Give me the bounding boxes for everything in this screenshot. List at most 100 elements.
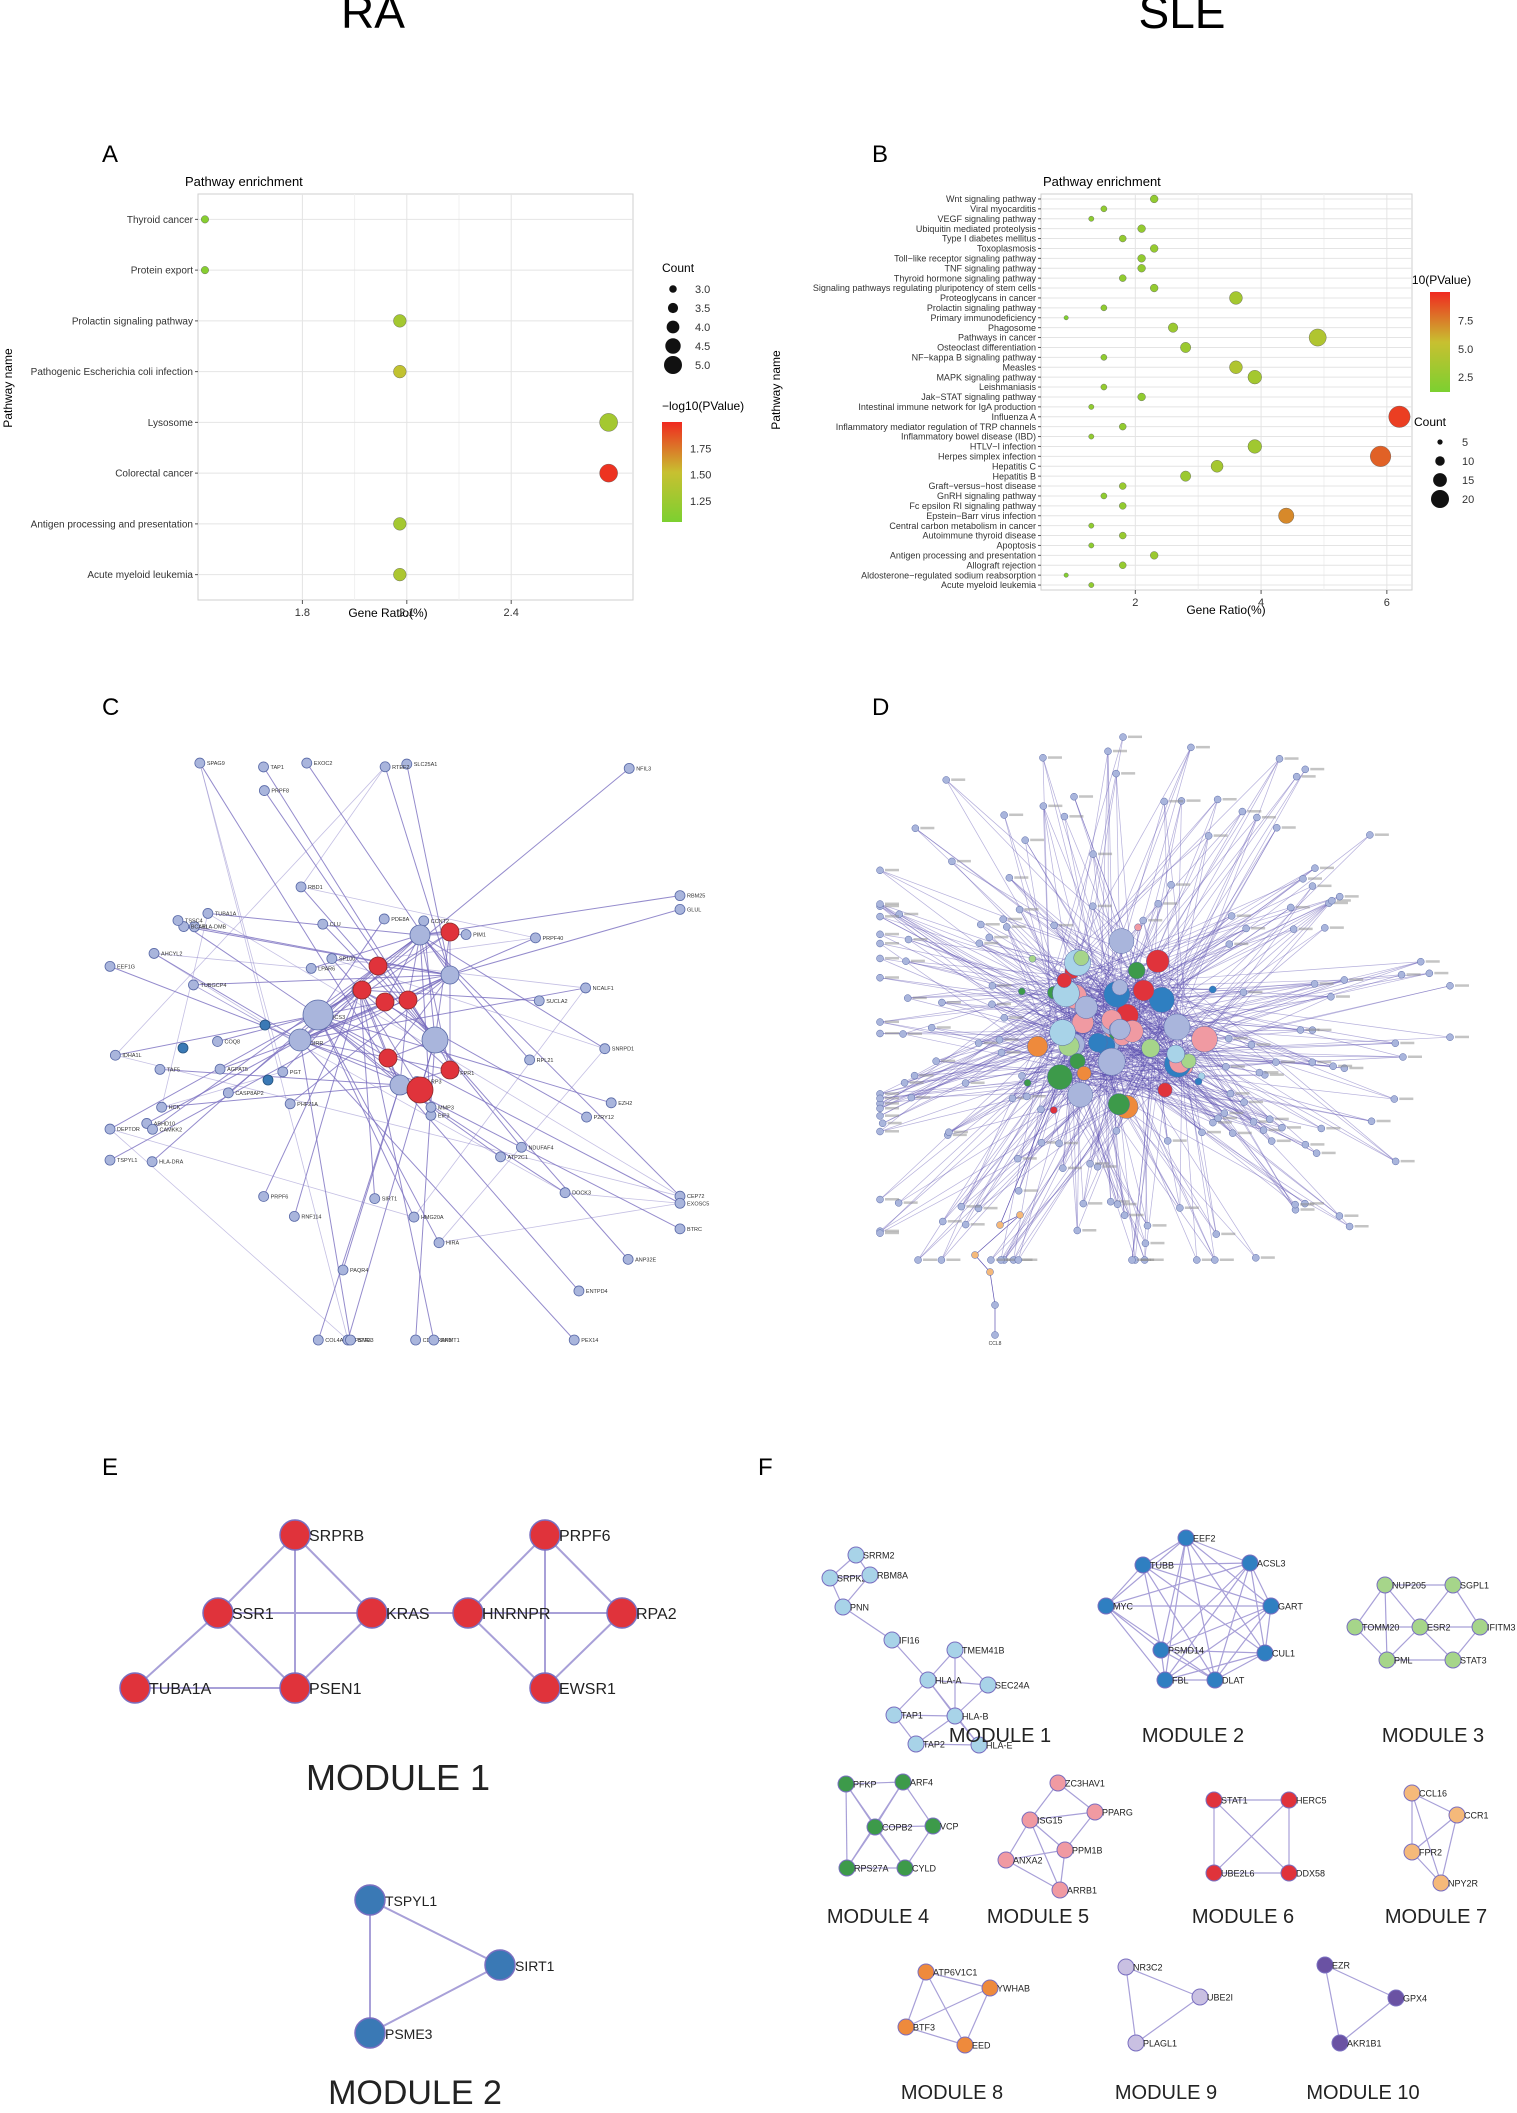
network-node xyxy=(1069,1053,1086,1070)
module-edge xyxy=(544,1612,623,1689)
network-edge xyxy=(1102,1057,1125,1216)
network-node-label xyxy=(1248,990,1263,994)
module-node xyxy=(924,1817,942,1835)
network-edge xyxy=(879,870,1135,1064)
module-node xyxy=(1205,1864,1223,1882)
network-edge xyxy=(1108,989,1213,1082)
y-tick-label: MAPK signaling pathway xyxy=(936,372,1036,382)
network-edge xyxy=(1102,902,1330,1027)
network-node xyxy=(1255,1068,1264,1077)
network-node-label: AGPAT5 xyxy=(227,1067,248,1073)
network-node xyxy=(172,915,184,926)
network-node-label xyxy=(1336,899,1351,902)
y-tick-label: Ubiquitin mediated proteolysis xyxy=(916,224,1037,234)
network-node xyxy=(295,881,307,893)
network-node xyxy=(1073,1226,1082,1235)
y-tick-label: TNF signaling pathway xyxy=(944,263,1036,273)
network-edge xyxy=(1076,1067,1144,1231)
data-point xyxy=(1388,405,1411,428)
network-node xyxy=(876,973,884,982)
network-node xyxy=(1317,1124,1326,1133)
network-edge xyxy=(898,1049,1145,1204)
network-node xyxy=(425,1101,437,1113)
network-edge xyxy=(1119,1042,1396,1052)
module-node-label: HNRNPR xyxy=(482,1606,550,1623)
network-node xyxy=(1000,1014,1009,1022)
module-node xyxy=(1280,1864,1298,1882)
network-edge xyxy=(1126,984,1317,1154)
network-node-label xyxy=(1121,772,1136,775)
network-node xyxy=(1089,902,1097,910)
module-node-label: UBE2L6 xyxy=(1221,1869,1255,1879)
module-edge xyxy=(294,1612,373,1689)
network-edge xyxy=(1113,943,1230,1006)
network-node xyxy=(876,1127,884,1136)
network-node-label xyxy=(885,902,899,906)
network-node-label xyxy=(913,938,928,941)
network-edge xyxy=(1062,1041,1136,1261)
network-node-label xyxy=(912,996,927,1000)
module-node-label: PFKP xyxy=(853,1780,877,1790)
network-node-label xyxy=(1455,984,1469,987)
module-title: MODULE 3 xyxy=(1382,1725,1484,1747)
module-node xyxy=(1205,1791,1223,1809)
module-edge xyxy=(902,1781,934,1827)
network-node-label xyxy=(1206,1130,1221,1134)
network-edge xyxy=(1144,999,1177,1261)
network-edge xyxy=(1171,987,1213,990)
network-edge xyxy=(1006,926,1054,1057)
network-node xyxy=(1224,1034,1233,1043)
network-node xyxy=(418,915,430,927)
network-node xyxy=(876,1018,884,1026)
module-node-label: BTF3 xyxy=(913,2023,935,2033)
data-point xyxy=(1119,531,1127,540)
network-node xyxy=(1335,892,1344,901)
module-node xyxy=(838,1859,856,1877)
y-tick-label: Toxoplasmosis xyxy=(977,244,1037,254)
network-node xyxy=(581,1111,592,1123)
network-edge xyxy=(879,943,1084,1086)
network-node-label xyxy=(1150,1241,1165,1245)
network-edge xyxy=(161,1071,283,1108)
network-node xyxy=(573,1285,585,1297)
network-edge xyxy=(1051,1049,1276,1063)
network-edge xyxy=(359,989,421,1091)
network-node-label: EXOC2 xyxy=(314,761,333,767)
plot-area xyxy=(1040,193,1413,591)
network-edge xyxy=(978,1000,1084,1044)
network-edge xyxy=(945,779,1153,994)
network-edge xyxy=(990,1066,1180,1261)
network-node-label xyxy=(1344,895,1359,898)
y-tick-label: Influenza A xyxy=(991,412,1036,422)
network-node-label xyxy=(1097,904,1112,908)
network-node xyxy=(1272,1058,1280,1066)
network-edge xyxy=(1136,1015,1301,1031)
network-edge xyxy=(1119,981,1350,1227)
network-node-label: SNRPD1 xyxy=(612,1047,634,1053)
network-node xyxy=(1014,1256,1023,1264)
module-node-label: EEF2 xyxy=(1193,1534,1216,1544)
network-node xyxy=(1399,1053,1407,1061)
network-node xyxy=(1073,950,1090,966)
y-tick-label: NF−kappa B signaling pathway xyxy=(912,353,1037,363)
network-node-label: SIRT1 xyxy=(382,1197,398,1203)
module-node-label: DDX58 xyxy=(1296,1869,1325,1879)
network-node-label: SP100 xyxy=(339,957,356,963)
network-edge xyxy=(898,1066,1047,1204)
network-edge xyxy=(1091,1078,1199,1082)
network-edge xyxy=(879,981,1069,1132)
network-edge xyxy=(407,934,421,1001)
module-edge xyxy=(1214,1652,1266,1681)
network-node-label xyxy=(994,935,1009,939)
network-node xyxy=(369,1193,381,1205)
chart-b-ylabel: Pathway name xyxy=(769,350,783,430)
network-node xyxy=(194,757,206,769)
network-node xyxy=(1018,1072,1026,1080)
module-node-label: RPA2 xyxy=(636,1606,677,1623)
module-node-label: SRRM2 xyxy=(863,1551,895,1561)
module-edge xyxy=(1105,1564,1144,1607)
module-node xyxy=(1471,1618,1489,1636)
network-node-label xyxy=(1169,799,1184,803)
y-tick-label: Fc epsilon RI signaling pathway xyxy=(909,501,1036,511)
network-edge xyxy=(1086,1031,1317,1154)
